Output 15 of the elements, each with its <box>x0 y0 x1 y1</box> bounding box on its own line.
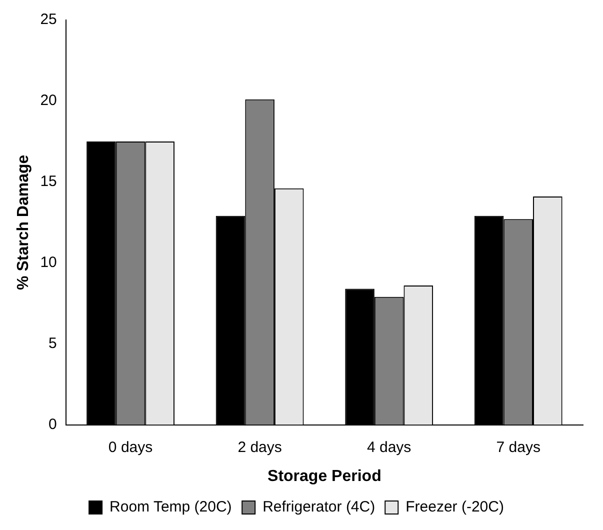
y-tick-label: 10 <box>40 254 57 272</box>
y-tick-label: 20 <box>40 92 57 110</box>
x-tick-label: 2 days <box>238 438 282 456</box>
legend-label: Freezer (-20C) <box>406 498 504 516</box>
y-tick-label: 0 <box>48 416 57 433</box>
legend-label: Room Temp (20C) <box>110 498 232 516</box>
x-tick-label: 7 days <box>496 438 540 456</box>
y-axis-title: % Starch Damage <box>15 154 32 290</box>
y-tick-label: 15 <box>40 173 57 190</box>
x-tick-label: 4 days <box>366 438 412 456</box>
y-tick-label: 5 <box>48 334 57 352</box>
x-axis-title: Storage Period <box>268 468 382 485</box>
x-tick-label: 0 days <box>108 438 153 456</box>
y-tick-label: 25 <box>40 11 57 28</box>
legend-label: Refrigerator (4C) <box>262 498 376 516</box>
